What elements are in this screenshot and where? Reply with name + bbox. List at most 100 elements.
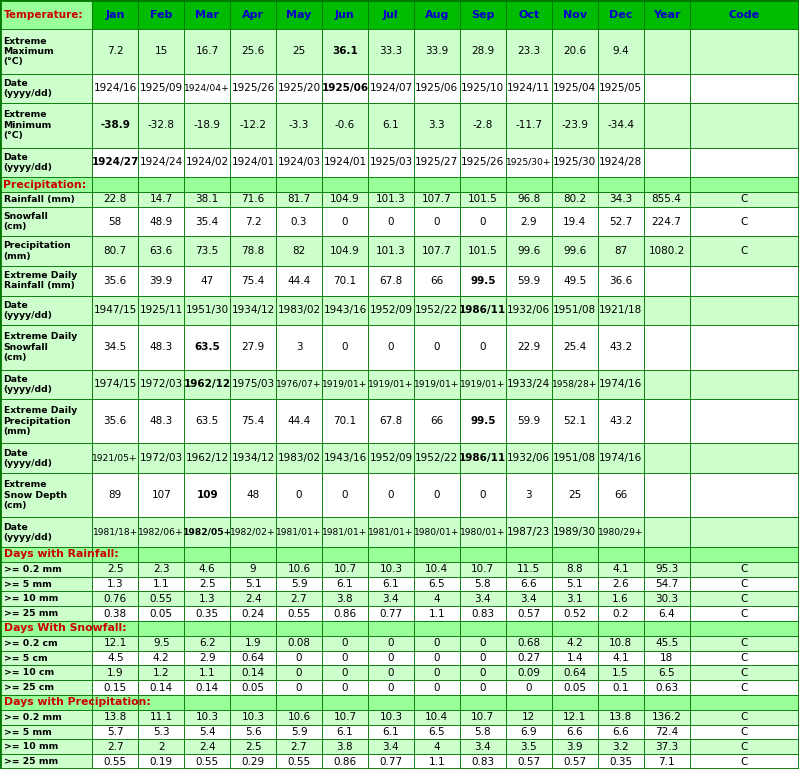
Bar <box>598 0 643 29</box>
Text: 0: 0 <box>388 491 394 501</box>
Bar <box>368 754 414 769</box>
Bar <box>368 325 414 370</box>
Bar <box>644 295 690 325</box>
Text: Date
(yyyy/dd): Date (yyyy/dd) <box>3 523 53 542</box>
Text: 1980/01+: 1980/01+ <box>460 528 506 537</box>
Text: 1925/26: 1925/26 <box>461 158 504 168</box>
Bar <box>690 606 799 621</box>
Bar <box>460 710 506 724</box>
Bar <box>690 547 799 562</box>
Bar <box>276 518 322 547</box>
Bar <box>138 710 184 724</box>
Text: 1932/06: 1932/06 <box>507 453 551 463</box>
Text: 1.4: 1.4 <box>566 653 583 663</box>
Bar <box>598 547 643 562</box>
Bar <box>0 295 93 325</box>
Bar <box>506 29 552 74</box>
Bar <box>322 29 368 74</box>
Text: 107: 107 <box>151 491 171 501</box>
Text: 0: 0 <box>526 683 532 693</box>
Text: 1943/16: 1943/16 <box>324 453 367 463</box>
Text: 54.7: 54.7 <box>655 579 678 589</box>
Bar <box>506 177 552 192</box>
Bar <box>230 74 276 103</box>
Bar <box>276 266 322 295</box>
Bar <box>506 518 552 547</box>
Text: 0: 0 <box>434 667 440 677</box>
Text: 44.4: 44.4 <box>288 416 311 426</box>
Text: 1.3: 1.3 <box>199 594 216 604</box>
Text: 0: 0 <box>434 342 440 352</box>
Bar <box>414 0 460 29</box>
Bar <box>138 577 184 591</box>
Bar <box>460 207 506 236</box>
Bar <box>414 399 460 444</box>
Text: 0.57: 0.57 <box>517 608 540 618</box>
Text: 1952/22: 1952/22 <box>415 453 459 463</box>
Text: 33.9: 33.9 <box>425 46 448 56</box>
Text: Date
(yyyy/dd): Date (yyyy/dd) <box>3 448 53 468</box>
Text: -12.2: -12.2 <box>240 121 267 131</box>
Text: C: C <box>741 579 748 589</box>
Bar <box>460 473 506 518</box>
Bar <box>414 754 460 769</box>
Text: 3.2: 3.2 <box>612 742 629 752</box>
Text: 6.5: 6.5 <box>658 667 675 677</box>
Bar <box>598 651 643 665</box>
Bar <box>644 473 690 518</box>
Text: Dec: Dec <box>609 9 632 20</box>
Text: 33.3: 33.3 <box>380 46 403 56</box>
Bar <box>414 547 460 562</box>
Text: 1924/24: 1924/24 <box>140 158 183 168</box>
Text: 0.63: 0.63 <box>655 683 678 693</box>
Text: 5.7: 5.7 <box>107 727 124 737</box>
Bar <box>230 710 276 724</box>
Bar <box>552 665 598 681</box>
Bar <box>276 370 322 399</box>
Text: 1924/11: 1924/11 <box>507 83 551 93</box>
Text: 0.86: 0.86 <box>333 757 356 767</box>
Bar <box>368 473 414 518</box>
Bar <box>138 518 184 547</box>
Bar <box>230 103 276 148</box>
Text: 1981/01+: 1981/01+ <box>276 528 322 537</box>
Bar <box>276 636 322 651</box>
Text: 0.1: 0.1 <box>612 683 629 693</box>
Bar <box>93 399 138 444</box>
Bar <box>93 236 138 266</box>
Bar <box>93 518 138 547</box>
Text: Temperature:: Temperature: <box>3 9 83 20</box>
Bar <box>644 325 690 370</box>
Text: 80.2: 80.2 <box>563 195 586 205</box>
Text: 0.77: 0.77 <box>380 608 403 618</box>
Text: 1924/01: 1924/01 <box>232 158 275 168</box>
Bar <box>230 724 276 740</box>
Text: 1989/30: 1989/30 <box>553 528 596 538</box>
Bar <box>414 266 460 295</box>
Text: 2.5: 2.5 <box>199 579 216 589</box>
Bar <box>322 177 368 192</box>
Bar <box>276 695 322 710</box>
Bar <box>230 177 276 192</box>
Text: 22.8: 22.8 <box>104 195 127 205</box>
Bar <box>184 148 230 177</box>
Bar <box>690 192 799 207</box>
Text: 2.6: 2.6 <box>612 579 629 589</box>
Text: 0.2: 0.2 <box>612 608 629 618</box>
Text: 25: 25 <box>292 46 306 56</box>
Text: 1924/27: 1924/27 <box>92 158 139 168</box>
Text: Year: Year <box>653 9 680 20</box>
Bar <box>276 177 322 192</box>
Text: 1925/03: 1925/03 <box>369 158 412 168</box>
Text: 10.7: 10.7 <box>471 564 495 574</box>
Text: 59.9: 59.9 <box>517 276 540 286</box>
Bar <box>506 236 552 266</box>
Bar <box>368 710 414 724</box>
Text: 2.4: 2.4 <box>244 594 261 604</box>
Text: 36.1: 36.1 <box>332 46 358 56</box>
Text: 99.5: 99.5 <box>470 276 495 286</box>
Text: 6.4: 6.4 <box>658 608 675 618</box>
Bar <box>414 710 460 724</box>
Bar <box>414 651 460 665</box>
Bar <box>93 562 138 577</box>
